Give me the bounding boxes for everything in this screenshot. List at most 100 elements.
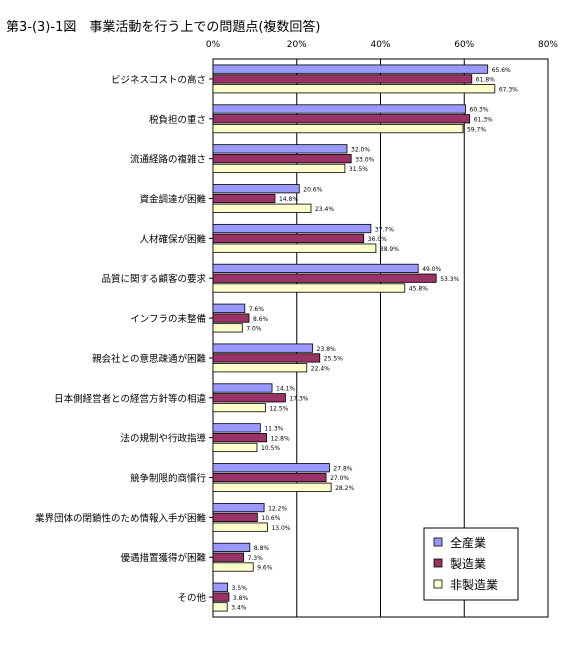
data-label: 31.5% <box>349 166 368 173</box>
bar <box>212 84 496 94</box>
bar <box>212 482 332 492</box>
bar <box>212 303 246 313</box>
legend-swatch <box>433 579 443 589</box>
data-label: 14.1% <box>276 386 295 393</box>
bar <box>212 383 273 393</box>
bar <box>212 442 258 453</box>
category-label: 日本側経営者との経営方針等の相違 <box>54 393 206 405</box>
bar <box>212 193 276 204</box>
data-label: 11.3% <box>264 426 283 433</box>
bar <box>212 123 464 134</box>
data-label: 3.4% <box>231 605 247 612</box>
data-label: 32.0% <box>351 147 370 154</box>
x-tick-label: 80% <box>538 40 558 50</box>
data-label: 17.3% <box>289 395 308 402</box>
bar <box>212 353 321 363</box>
data-label: 7.0% <box>246 326 262 333</box>
bar <box>212 393 286 403</box>
bar <box>212 104 466 114</box>
data-label: 20.6% <box>303 186 322 193</box>
bar <box>212 263 419 274</box>
category-label: 業界団体の閉鎖性のため情報入手が困難 <box>35 512 207 524</box>
bar <box>212 562 254 572</box>
bar <box>212 463 330 473</box>
category-label: 親会社との意思疎通が困難 <box>92 353 206 365</box>
data-label: 36.0% <box>368 236 387 243</box>
data-label: 8.8% <box>254 545 270 552</box>
bar <box>212 243 377 253</box>
data-label: 25.5% <box>324 356 343 363</box>
data-label: 3.5% <box>232 585 248 592</box>
category-label: ビジネスコストの高さ <box>111 74 206 86</box>
data-label: 12.8% <box>271 435 290 442</box>
x-tick-label: 60% <box>454 40 474 50</box>
category-label: 税負担の重さ <box>149 114 206 126</box>
bar <box>212 472 327 483</box>
data-label: 45.8% <box>409 286 428 293</box>
data-label: 3.8% <box>233 595 249 602</box>
x-tick-label: 20% <box>287 40 307 50</box>
category-label: インフラの未整備 <box>130 313 206 325</box>
bar <box>212 582 229 592</box>
bar <box>212 363 308 373</box>
data-label: 8.6% <box>253 316 269 323</box>
bar <box>212 592 230 602</box>
bar <box>212 512 258 522</box>
data-label: 59.7% <box>467 126 486 133</box>
bar <box>212 203 312 213</box>
bar <box>212 114 471 124</box>
bar <box>212 502 265 513</box>
category-label: その他 <box>177 592 206 604</box>
bar <box>212 163 346 174</box>
data-label: 38.9% <box>380 246 399 253</box>
category-label: 優遇措置獲得が困難 <box>120 552 206 564</box>
bar <box>212 313 250 323</box>
bar <box>212 233 365 243</box>
bar <box>212 423 261 433</box>
bar <box>212 542 251 553</box>
data-label: 9.6% <box>257 565 273 572</box>
data-label: 13.0% <box>271 525 290 532</box>
bar <box>212 323 243 333</box>
x-tick-label: 0% <box>206 40 221 50</box>
category-label: 資金調達が困難 <box>139 194 206 206</box>
data-label: 22.4% <box>311 365 330 372</box>
data-label: 23.8% <box>317 346 336 353</box>
chart-title: 第3-(3)-1図 事業活動を行う上での問題点(複数回答) <box>6 20 321 35</box>
bar <box>212 154 352 164</box>
data-label: 28.2% <box>335 485 354 492</box>
data-label: 67.3% <box>499 86 518 93</box>
bar <box>212 223 372 234</box>
data-label: 49.0% <box>422 266 441 273</box>
legend-label: 製造業 <box>450 557 486 571</box>
data-label: 12.5% <box>269 405 288 412</box>
bar <box>212 283 406 293</box>
bar <box>212 402 266 413</box>
x-tick-label: 40% <box>370 40 390 50</box>
data-label: 27.0% <box>330 475 349 482</box>
data-label: 7.6% <box>249 306 265 313</box>
legend-swatch <box>433 558 443 568</box>
bar <box>212 74 473 84</box>
labels-layer: 65.6% 61.8% 67.3% 60.3% 61.3% 59.7% 32.0% 33.0%… <box>231 67 518 612</box>
data-label: 37.7% <box>375 226 394 233</box>
bar <box>212 64 489 74</box>
data-label: 14.8% <box>279 196 298 203</box>
data-label: 60.3% <box>470 107 489 114</box>
category-label: 流通経路の複雑さ <box>130 154 206 166</box>
category-label: 競争制限的商慣行 <box>130 473 207 485</box>
bar <box>212 602 228 612</box>
data-label: 65.6% <box>492 67 511 74</box>
data-label: 61.3% <box>474 116 493 123</box>
legend-swatch <box>433 537 443 547</box>
data-label: 33.0% <box>355 156 374 163</box>
legend-label: 非製造業 <box>450 578 498 592</box>
data-label: 53.3% <box>440 276 459 283</box>
bar <box>212 552 244 562</box>
bar <box>212 273 437 283</box>
data-label: 61.8% <box>476 77 495 84</box>
data-label: 10.5% <box>261 445 280 452</box>
bar <box>212 522 268 532</box>
